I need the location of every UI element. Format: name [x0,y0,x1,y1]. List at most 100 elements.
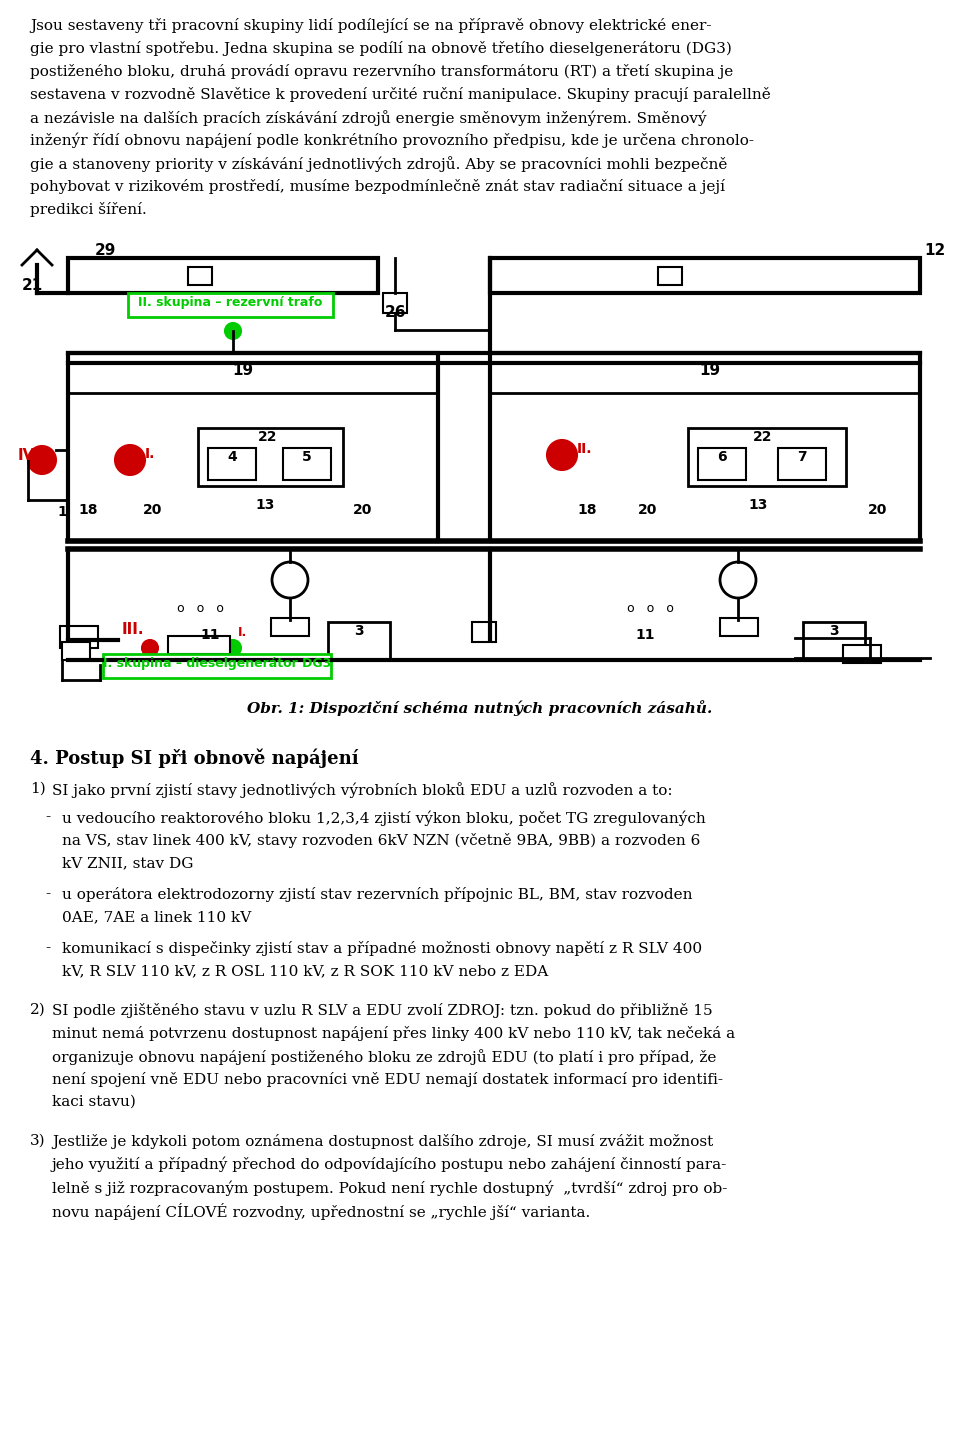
Text: I. skupina – dieselgenerátor DG3: I. skupina – dieselgenerátor DG3 [103,658,331,671]
Text: novu napájení CÍLOVÉ rozvodny, upřednostní se „rychle jší“ varianta.: novu napájení CÍLOVÉ rozvodny, upřednost… [52,1203,590,1221]
Bar [68,258,378,293]
Text: 26: 26 [384,304,406,320]
Text: není spojení vně EDU nebo pracovníci vně EDU nemají dostatek informací pro ident: není spojení vně EDU nebo pracovníci vně… [52,1073,723,1087]
Text: 11: 11 [636,628,655,642]
Circle shape [28,447,56,474]
Text: SI podle zjištěného stavu v uzlu R SLV a EDU zvolí ZDROJ: tzn. pokud do přibližn: SI podle zjištěného stavu v uzlu R SLV a… [52,1002,712,1018]
Bar [168,636,230,653]
Text: 29: 29 [94,243,116,258]
Bar [490,258,920,293]
Text: Obr. 1: Dispoziční schéma nutných pracovních zásahů.: Obr. 1: Dispoziční schéma nutných pracov… [248,699,712,717]
Bar [208,448,256,480]
Bar [60,626,98,648]
Text: 3: 3 [354,625,364,638]
Bar [62,642,90,661]
Bar [688,428,846,485]
Text: sestavena v rozvodně Slavětice k provedení určité ruční manipulace. Skupiny prac: sestavena v rozvodně Slavětice k provede… [30,88,771,102]
Text: 20: 20 [143,503,162,517]
Text: Jestliže je kdykoli potom oznámena dostupnost dalšího zdroje, SI musí zvážit mož: Jestliže je kdykoli potom oznámena dostu… [52,1134,713,1149]
Text: IV.: IV. [18,448,39,462]
Bar [658,267,682,284]
Circle shape [142,640,158,656]
Bar [198,428,343,485]
Bar [68,353,438,541]
Text: 19: 19 [700,363,721,378]
Text: kV ZNII, stav DG: kV ZNII, stav DG [62,856,194,870]
Text: 18: 18 [577,503,597,517]
Text: 20: 20 [638,503,658,517]
Text: Jsou sestaveny tři pracovní skupiny lidí podílející se na přípravě obnovy elektr: Jsou sestaveny tři pracovní skupiny lidí… [30,19,711,33]
Text: I.: I. [145,447,156,461]
Bar [128,293,333,317]
Text: 20: 20 [868,503,888,517]
Text: -: - [45,810,50,824]
Bar [490,353,920,541]
Text: 21: 21 [21,279,42,293]
Bar [698,448,746,480]
Text: -: - [45,941,50,955]
Text: 13: 13 [748,498,768,513]
Bar [803,622,865,661]
Text: 2): 2) [30,1002,46,1017]
Bar [472,622,496,642]
Text: jeho využití a případný přechod do odpovídajícího postupu nebo zahájení činností: jeho využití a případný přechod do odpov… [52,1157,728,1173]
Text: 12: 12 [924,243,946,258]
Circle shape [225,323,241,339]
Bar [720,617,758,636]
Text: I.: I. [238,626,248,639]
Text: 7: 7 [797,449,806,464]
Text: 4: 4 [228,449,237,464]
Text: 13: 13 [255,498,275,513]
Text: II.: II. [577,442,592,457]
Text: na VS, stav linek 400 kV, stavy rozvoden 6kV NZN (včetně 9BA, 9BB) a rozvoden 6: na VS, stav linek 400 kV, stavy rozvoden… [62,833,701,849]
Circle shape [225,640,241,656]
Text: u vedoucího reaktorového bloku 1,2,3,4 zjistí výkon bloku, počet TG zregulovanýc: u vedoucího reaktorového bloku 1,2,3,4 z… [62,810,706,826]
Text: 22: 22 [258,429,277,444]
Text: 1: 1 [58,505,67,518]
Bar [843,645,881,663]
Text: 3: 3 [829,625,839,638]
Text: lelně s již rozpracovaným postupem. Pokud není rychle dostupný  „tvrdší“ zdroj p: lelně s již rozpracovaným postupem. Poku… [52,1180,728,1196]
Bar [271,617,309,636]
Text: minut nemá potvrzenu dostupnost napájení přes linky 400 kV nebo 110 kV, tak neče: minut nemá potvrzenu dostupnost napájení… [52,1025,735,1041]
Text: komunikací s dispečinky zjistí stav a případné možnosti obnovy napětí z R SLV 40: komunikací s dispečinky zjistí stav a př… [62,941,702,956]
Text: 11: 11 [201,628,220,642]
Text: 1): 1) [30,783,46,796]
Text: 4. Postup SI při obnově napájení: 4. Postup SI při obnově napájení [30,748,359,767]
Text: gie pro vlastní spotřebu. Jedna skupina se podílí na obnově třetího dieselgenerá: gie pro vlastní spotřebu. Jedna skupina … [30,42,732,56]
Text: 18: 18 [79,503,98,517]
Bar [383,293,407,313]
Bar [328,622,390,661]
Text: 19: 19 [232,363,253,378]
Circle shape [115,445,145,475]
Bar [103,653,331,678]
Text: gie a stanoveny priority v získávání jednotlivých zdrojů. Aby se pracovníci mohl: gie a stanoveny priority v získávání jed… [30,157,728,172]
Text: III.: III. [122,622,145,638]
Text: u operátora elektrodozorny zjistí stav rezervních přípojnic BL, BM, stav rozvode: u operátora elektrodozorny zjistí stav r… [62,887,692,902]
Circle shape [272,561,308,597]
Text: -: - [45,887,50,900]
Text: o   o   o: o o o [177,602,224,615]
Text: 5: 5 [302,449,312,464]
Text: o   o   o: o o o [627,602,673,615]
Text: pohybovat v rizikovém prostředí, musíme bezpodmínlečně znát stav radiační situac: pohybovat v rizikovém prostředí, musíme … [30,180,725,194]
Circle shape [720,561,756,597]
Text: inženýr řídí obnovu napájení podle konkrétního provozního předpisu, kde je určen: inženýr řídí obnovu napájení podle konkr… [30,134,754,148]
Text: predikci šíření.: predikci šíření. [30,202,147,217]
Text: kV, R SLV 110 kV, z R OSL 110 kV, z R SOK 110 kV nebo z EDA: kV, R SLV 110 kV, z R OSL 110 kV, z R SO… [62,964,548,978]
Text: 3): 3) [30,1134,46,1147]
Bar [778,448,826,480]
Text: 20: 20 [353,503,372,517]
Bar [283,448,331,480]
Bar [188,267,212,284]
Text: postiženého bloku, druhá provádí opravu rezervního transformátoru (RT) a třetí s: postiženého bloku, druhá provádí opravu … [30,65,733,79]
Text: kaci stavu): kaci stavu) [52,1096,136,1109]
Text: 6: 6 [717,449,727,464]
Text: 22: 22 [754,429,773,444]
Text: II. skupina – rezervní trafo: II. skupina – rezervní trafo [138,296,323,309]
Text: SI jako první zjistí stavy jednotlivých výrobních bloků EDU a uzlů rozvoden a to: SI jako první zjistí stavy jednotlivých … [52,783,673,798]
Text: a nezávisle na dalších pracích získávání zdrojů energie směnovym inženýrem. Směn: a nezávisle na dalších pracích získávání… [30,111,707,126]
Text: organizuje obnovu napájení postiženého bloku ze zdrojů EDU (to platí i pro přípa: organizuje obnovu napájení postiženého b… [52,1050,716,1066]
Circle shape [547,439,577,470]
Text: 0AE, 7AE a linek 110 kV: 0AE, 7AE a linek 110 kV [62,910,252,923]
